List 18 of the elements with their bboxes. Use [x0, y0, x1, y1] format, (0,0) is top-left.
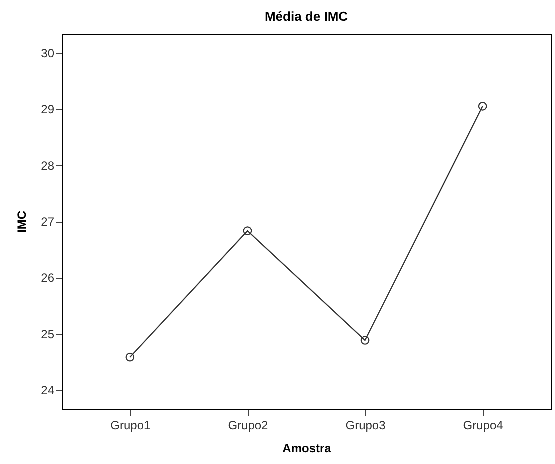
y-axis-title: IMC	[15, 210, 30, 233]
chart-title: Média de IMC	[264, 9, 349, 24]
point	[126, 352, 135, 362]
x-tick-label: Grupo2	[228, 418, 269, 432]
y-tick-label: 30	[41, 46, 55, 61]
y-tick-label: 25	[41, 327, 55, 342]
y-tick-label: 24	[41, 383, 55, 398]
x-axis-title: Amostra	[282, 442, 332, 456]
y-tick-label: 28	[41, 158, 55, 173]
x-tick-label: Grupo1	[110, 418, 152, 432]
point	[243, 226, 252, 236]
y-tick-label: 27	[41, 215, 55, 229]
x-tick-label: Grupo3	[346, 418, 386, 432]
point	[360, 336, 370, 345]
x-tick-label: Grupo4	[463, 418, 504, 432]
y-tick-label: 29	[41, 102, 55, 117]
point	[478, 102, 488, 111]
y-tick-label: 26	[41, 271, 55, 286]
